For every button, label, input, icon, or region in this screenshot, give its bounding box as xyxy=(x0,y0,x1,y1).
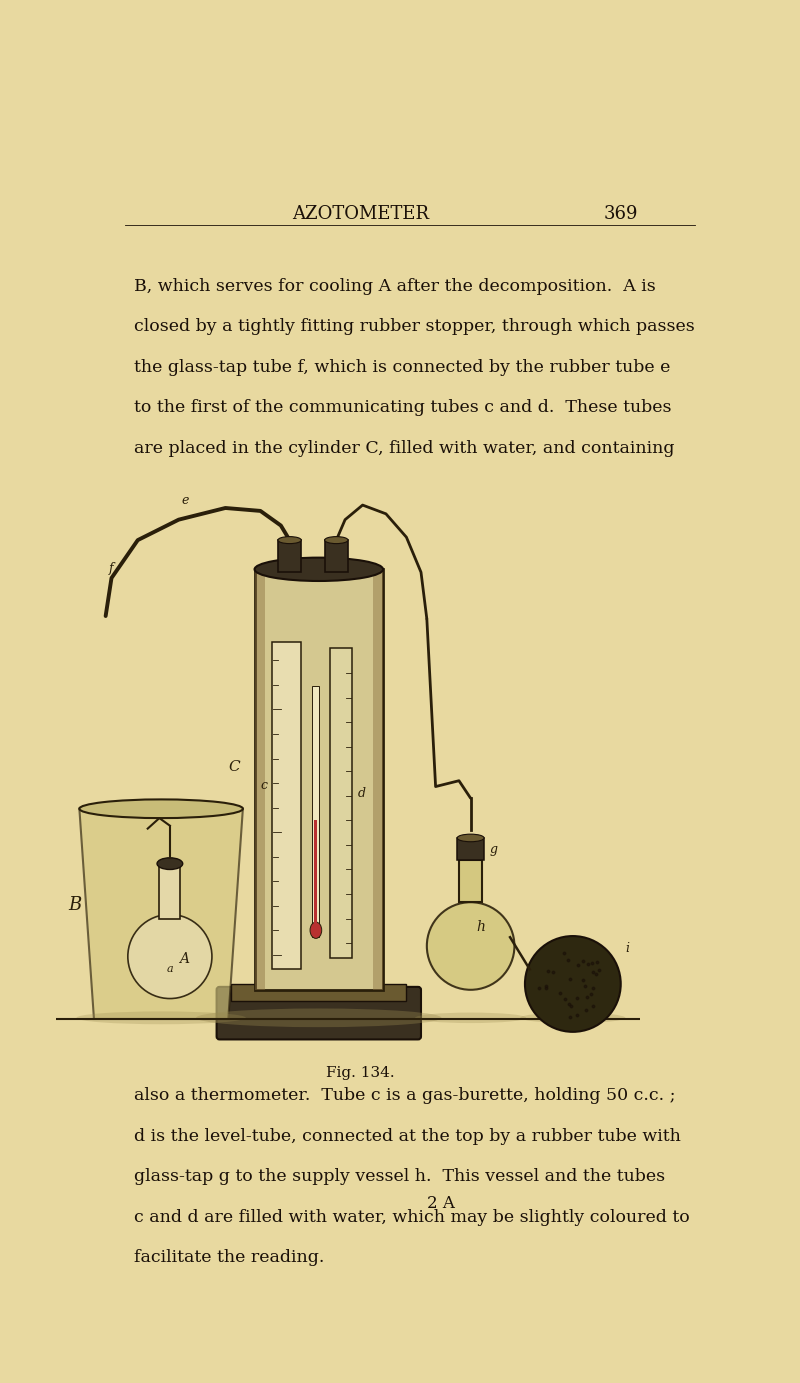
Text: g: g xyxy=(490,844,498,856)
Text: e: e xyxy=(182,494,189,508)
Text: AZOTOMETER: AZOTOMETER xyxy=(292,205,429,224)
Text: d is the level-tube, connected at the top by a rubber tube with: d is the level-tube, connected at the to… xyxy=(134,1127,681,1145)
Text: also a thermometer.  Tube c is a gas-burette, holding 50 c.c. ;: also a thermometer. Tube c is a gas-bure… xyxy=(134,1087,675,1104)
Text: C: C xyxy=(228,761,240,774)
Bar xyxy=(325,541,348,573)
Bar xyxy=(312,686,319,938)
Bar xyxy=(159,863,180,920)
Bar xyxy=(254,570,265,990)
Bar xyxy=(373,570,383,990)
Circle shape xyxy=(525,936,621,1032)
Bar xyxy=(314,820,318,931)
Circle shape xyxy=(128,914,212,999)
Text: facilitate the reading.: facilitate the reading. xyxy=(134,1249,325,1265)
Ellipse shape xyxy=(79,799,243,819)
Text: B: B xyxy=(68,896,81,914)
Ellipse shape xyxy=(278,537,302,544)
Bar xyxy=(458,838,484,860)
Ellipse shape xyxy=(325,537,348,544)
Text: are placed in the cylinder C, filled with water, and containing: are placed in the cylinder C, filled wit… xyxy=(134,440,674,456)
Text: 2 A: 2 A xyxy=(427,1195,455,1212)
Text: c: c xyxy=(261,780,267,792)
Text: d: d xyxy=(358,787,366,799)
Ellipse shape xyxy=(157,857,182,870)
Text: f: f xyxy=(109,563,113,575)
Bar xyxy=(459,860,482,902)
Ellipse shape xyxy=(520,1012,626,1023)
Ellipse shape xyxy=(310,922,322,939)
Circle shape xyxy=(427,902,514,990)
Text: A: A xyxy=(178,952,189,965)
Text: Fig. 134.: Fig. 134. xyxy=(326,1066,394,1080)
Text: the glass-tap tube f, which is connected by the rubber tube e: the glass-tap tube f, which is connected… xyxy=(134,358,670,376)
Bar xyxy=(272,642,302,969)
Text: c and d are filled with water, which may be slightly coloured to: c and d are filled with water, which may… xyxy=(134,1209,690,1225)
Text: closed by a tightly fitting rubber stopper, through which passes: closed by a tightly fitting rubber stopp… xyxy=(134,318,695,335)
Polygon shape xyxy=(79,809,243,1019)
FancyBboxPatch shape xyxy=(217,987,421,1040)
Ellipse shape xyxy=(458,834,484,842)
Ellipse shape xyxy=(415,1012,526,1023)
Bar xyxy=(330,649,352,957)
Text: to the first of the communicating tubes c and d.  These tubes: to the first of the communicating tubes … xyxy=(134,400,672,416)
Text: B, which serves for cooling A after the decomposition.  A is: B, which serves for cooling A after the … xyxy=(134,278,656,295)
Bar xyxy=(231,983,406,1001)
Text: h: h xyxy=(477,921,486,935)
Ellipse shape xyxy=(254,557,383,581)
Text: a: a xyxy=(167,964,174,974)
Bar xyxy=(254,570,383,990)
Ellipse shape xyxy=(196,1008,442,1028)
Ellipse shape xyxy=(77,1011,246,1025)
Text: i: i xyxy=(626,942,630,954)
Text: 369: 369 xyxy=(603,205,638,224)
Bar xyxy=(278,541,302,573)
Text: glass-tap g to the supply vessel h.  This vessel and the tubes: glass-tap g to the supply vessel h. This… xyxy=(134,1169,666,1185)
